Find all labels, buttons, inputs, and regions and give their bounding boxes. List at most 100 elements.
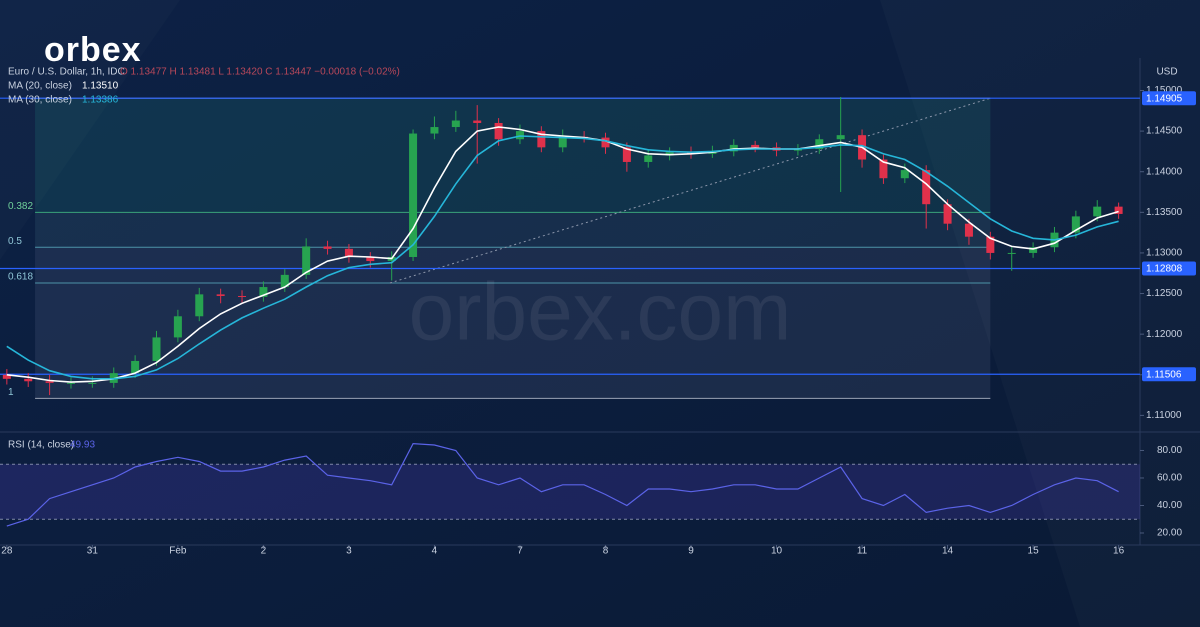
candle-body (515, 131, 524, 140)
fib-zone (35, 98, 991, 213)
candle-body (302, 246, 311, 275)
level-tag-label: 1.12808 (1146, 264, 1183, 275)
candle-body (45, 381, 54, 383)
x-tick-label: 3 (346, 546, 352, 557)
legend-value: 1.13386 (82, 95, 119, 106)
candle-body (2, 374, 11, 379)
fib-label: 1 (8, 387, 14, 398)
fib-zone (35, 212, 991, 248)
rsi-legend-name: RSI (14, close) (8, 440, 74, 451)
rsi-tick-label: 40.00 (1157, 500, 1182, 511)
candle-body (323, 246, 332, 249)
candle-body (24, 378, 33, 382)
legend-value: 1.13510 (82, 81, 119, 92)
candle-body (280, 274, 289, 288)
candle-body (1114, 206, 1123, 214)
x-tick-label: 7 (517, 546, 523, 557)
x-tick-label: 15 (1028, 546, 1040, 557)
candle-body (665, 152, 674, 156)
legend-name: MA (30, close) (8, 95, 72, 106)
y-tick-label: 1.15000 (1146, 85, 1183, 96)
candle-body (922, 170, 931, 205)
candle-body (494, 122, 503, 140)
readout: O 1.13477 H 1.13481 L 1.13420 C 1.13447 … (120, 67, 400, 78)
x-tick-label: 14 (942, 546, 954, 557)
rsi-tick-label: 80.00 (1157, 445, 1182, 456)
candle-body (1007, 252, 1016, 254)
x-tick-label: 11 (857, 546, 868, 557)
x-tick-label: 9 (688, 546, 694, 557)
candle-body (622, 147, 631, 162)
x-tick-label: 8 (603, 546, 609, 557)
x-tick-label: 2 (261, 546, 267, 557)
candle-body (964, 223, 973, 237)
ma-line (6, 126, 1119, 383)
watermark: orbex.com (409, 267, 792, 358)
rsi-tick-label: 20.00 (1157, 528, 1182, 539)
y-tick-label: 1.11000 (1146, 410, 1182, 421)
fib-label: 0.382 (8, 201, 33, 212)
legend-name: MA (20, close) (8, 81, 72, 92)
fib-zone (35, 247, 991, 283)
y-tick-label: 1.13000 (1146, 248, 1183, 259)
candle-body (601, 137, 610, 148)
rsi-legend-value: 49.93 (70, 440, 95, 451)
symbol: Euro / U.S. Dollar, 1h, IDC (8, 67, 125, 78)
candle-body (1071, 216, 1080, 233)
candle-body (558, 136, 567, 148)
level-tag-label: 1.14905 (1146, 93, 1183, 104)
fib-zone (35, 282, 991, 399)
candle-body (751, 144, 760, 148)
y-tick-label: 1.13500 (1146, 207, 1183, 218)
candle-body (66, 382, 75, 384)
candle-body (430, 127, 439, 134)
candle-body (195, 294, 204, 317)
candle-body (366, 256, 375, 262)
candle-body (259, 287, 268, 297)
candle-body (986, 236, 995, 253)
level-tag (1142, 261, 1196, 276)
candle-body (88, 382, 97, 384)
candle-body (836, 135, 845, 140)
x-tick-label: 31 (87, 546, 99, 557)
candle-body (173, 316, 182, 338)
x-tick-label: 16 (1113, 546, 1125, 557)
level-tag-label: 1.11506 (1146, 369, 1182, 380)
candle-body (1093, 206, 1102, 217)
ma-line (6, 135, 1119, 380)
y-tick-label: 1.12500 (1146, 288, 1183, 299)
x-tick-label: 28 (1, 546, 13, 557)
plot-layer: 1.110001.115001.120001.125001.130001.135… (0, 58, 1200, 557)
candle-body (216, 294, 225, 296)
candle-body (1029, 247, 1038, 253)
candle-body (131, 360, 140, 374)
candle-body (900, 170, 909, 179)
rsi-band (0, 464, 1140, 520)
level-tag (1142, 91, 1196, 106)
fib-label: 0.618 (8, 272, 33, 283)
x-tick-label: 10 (771, 546, 783, 557)
candle-body (473, 120, 482, 123)
x-tick-label: 4 (432, 546, 438, 557)
candle-body (344, 248, 353, 257)
rsi-line (6, 442, 1119, 527)
logo: orbex (44, 31, 142, 69)
candle-body (152, 337, 161, 361)
candle-body (729, 144, 738, 152)
candle-body (409, 133, 418, 257)
y-axis-label: USD (1156, 67, 1177, 78)
y-tick-label: 1.14000 (1146, 166, 1183, 177)
candle-body (879, 159, 888, 179)
candle-body (537, 131, 546, 148)
candle-body (815, 139, 824, 149)
rsi-tick-label: 60.00 (1157, 473, 1182, 484)
candle-body (943, 204, 952, 224)
level-tag (1142, 367, 1196, 382)
y-tick-label: 1.12000 (1146, 329, 1183, 340)
y-tick-label: 1.14500 (1146, 126, 1183, 137)
candle-body (451, 120, 460, 128)
candle-body (238, 295, 247, 297)
candle-body (644, 155, 653, 162)
